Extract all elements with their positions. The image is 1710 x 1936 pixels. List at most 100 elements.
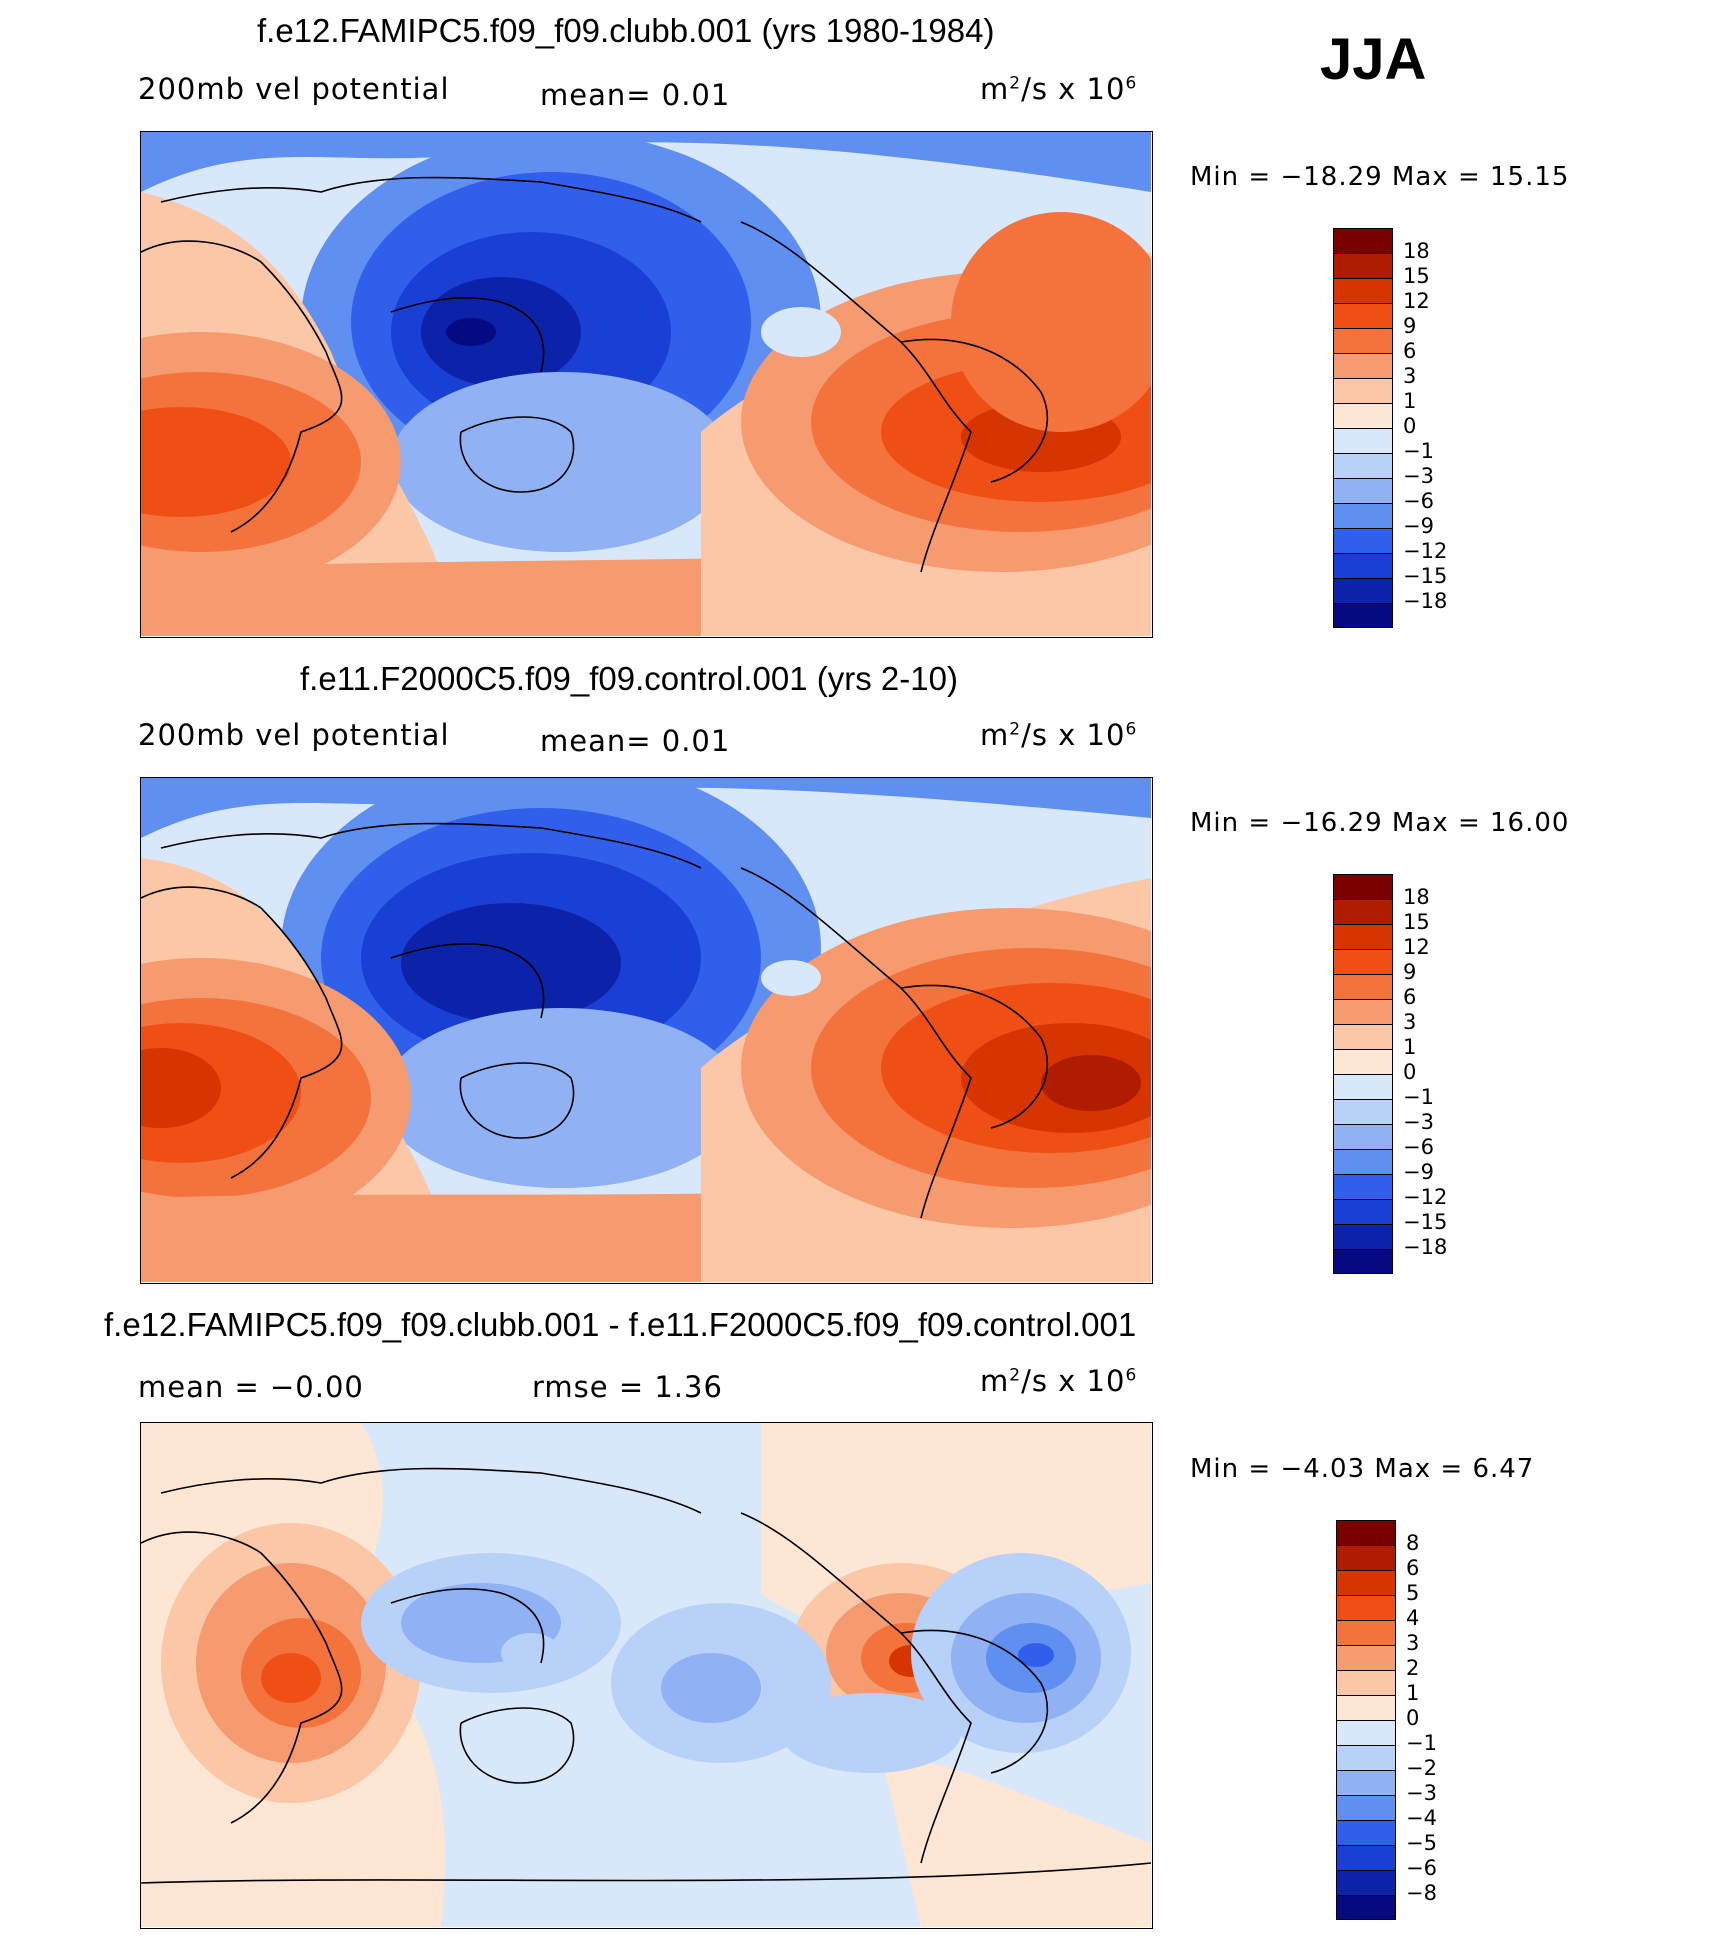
colorbar-tick-label: 6	[1403, 339, 1417, 363]
colorbar-swatch	[1336, 1620, 1396, 1645]
colorbar-tick-label: −9	[1403, 514, 1434, 538]
panel-3-minmax: Min = −4.03 Max = 6.47	[1190, 1454, 1535, 1484]
colorbar-tick-label: −12	[1403, 539, 1448, 563]
panel-2-units: m2/s x 106	[980, 718, 1138, 752]
panel-1-map	[140, 131, 1153, 638]
panel-1-colorbar: 18 15 12 9 6 3 1 0 −1 −3 −6 −9 −12 −15 −18	[1333, 228, 1447, 628]
colorbar-swatch	[1336, 1545, 1396, 1570]
colorbar-tick-label: 9	[1403, 960, 1417, 984]
panel-3-map	[140, 1422, 1153, 1929]
colorbar-tick-label: 12	[1403, 289, 1430, 313]
colorbar-swatch	[1336, 1795, 1396, 1820]
colorbar-tick-label: 1	[1403, 389, 1417, 413]
colorbar-tick-label: 3	[1406, 1631, 1420, 1655]
colorbar-swatch	[1333, 1024, 1393, 1049]
colorbar-tick-label: −12	[1403, 1185, 1448, 1209]
colorbar-swatch	[1333, 1224, 1393, 1249]
colorbar-swatch	[1333, 453, 1393, 478]
colorbar-swatch	[1333, 1249, 1393, 1274]
colorbar-swatch	[1336, 1720, 1396, 1745]
colorbar-swatch	[1333, 228, 1393, 253]
colorbar-swatch	[1336, 1770, 1396, 1795]
colorbar-tick-label: −3	[1403, 464, 1434, 488]
colorbar-swatch	[1336, 1695, 1396, 1720]
colorbar-swatch	[1333, 278, 1393, 303]
colorbar-tick-label: −3	[1403, 1110, 1434, 1134]
colorbar-tick-label: −4	[1406, 1806, 1437, 1830]
colorbar-tick-label: −6	[1406, 1856, 1437, 1880]
colorbar-swatch	[1333, 1174, 1393, 1199]
colorbar-tick-label: −1	[1403, 439, 1434, 463]
colorbar-tick-label: −1	[1406, 1731, 1437, 1755]
colorbar-tick-label: 8	[1406, 1531, 1420, 1555]
panel-2-title: f.e11.F2000C5.f09_f09.control.001 (yrs 2…	[300, 660, 958, 697]
colorbar-swatch	[1336, 1595, 1396, 1620]
colorbar-tick-label: 15	[1403, 264, 1430, 288]
colorbar-tick-label: −8	[1406, 1881, 1437, 1905]
panel-1-mean-label: mean= 0.01	[540, 78, 731, 112]
colorbar-tick-label: 18	[1403, 885, 1430, 909]
colorbar-swatch	[1333, 328, 1393, 353]
colorbar-swatch	[1333, 1049, 1393, 1074]
colorbar-swatch	[1333, 1099, 1393, 1124]
panel-1-variable-label: 200mb vel potential	[138, 72, 450, 106]
colorbar-tick-label: −6	[1403, 1135, 1434, 1159]
colorbar-swatch	[1333, 924, 1393, 949]
panel-2-mean-label: mean= 0.01	[540, 724, 731, 758]
colorbar-swatch	[1333, 999, 1393, 1024]
colorbar-tick-label: −18	[1403, 589, 1448, 613]
colorbar-tick-label: 9	[1403, 314, 1417, 338]
colorbar-tick-label: 1	[1406, 1681, 1420, 1705]
colorbar-tick-label: 3	[1403, 1010, 1417, 1034]
colorbar-tick-label: 0	[1403, 414, 1417, 438]
colorbar-swatch	[1333, 974, 1393, 999]
colorbar-swatch	[1336, 1845, 1396, 1870]
colorbar-swatch	[1336, 1745, 1396, 1770]
colorbar-swatch	[1333, 603, 1393, 628]
panel-3-units: m2/s x 106	[980, 1364, 1138, 1398]
colorbar-tick-label: 6	[1406, 1556, 1420, 1580]
colorbar-swatch	[1336, 1520, 1396, 1545]
panel-2-variable-label: 200mb vel potential	[138, 718, 450, 752]
colorbar-swatch	[1336, 1670, 1396, 1695]
colorbar-tick-label: −5	[1406, 1831, 1437, 1855]
colorbar-swatch	[1333, 949, 1393, 974]
colorbar-tick-label: 6	[1403, 985, 1417, 1009]
colorbar-swatch	[1333, 503, 1393, 528]
panel-3-title: f.e12.FAMIPC5.f09_f09.clubb.001 - f.e11.…	[104, 1306, 1137, 1343]
panel-3-rmse-label: rmse = 1.36	[532, 1370, 723, 1404]
colorbar-tick-label: −15	[1403, 564, 1448, 588]
panel-1-title: f.e12.FAMIPC5.f09_f09.clubb.001 (yrs 198…	[257, 12, 995, 49]
colorbar-tick-label: 18	[1403, 239, 1430, 263]
colorbar-tick-label: −3	[1406, 1781, 1437, 1805]
colorbar-tick-label: −9	[1403, 1160, 1434, 1184]
colorbar-tick-label: 5	[1406, 1581, 1420, 1605]
colorbar-tick-label: 3	[1403, 364, 1417, 388]
colorbar-tick-label: 12	[1403, 935, 1430, 959]
colorbar-swatch	[1333, 1074, 1393, 1099]
colorbar-swatch	[1333, 874, 1393, 899]
colorbar-tick-label: 1	[1403, 1035, 1417, 1059]
colorbar-swatch	[1333, 528, 1393, 553]
panel-3-colorbar: 8 6 5 4 3 2 1 0 −1 −2 −3 −4 −5 −6 −8	[1336, 1520, 1437, 1920]
panel-1-minmax: Min = −18.29 Max = 15.15	[1190, 162, 1570, 192]
colorbar-tick-label: −1	[1403, 1085, 1434, 1109]
colorbar-swatch	[1333, 899, 1393, 924]
colorbar-tick-label: 2	[1406, 1656, 1420, 1680]
colorbar-swatch	[1333, 1199, 1393, 1224]
colorbar-swatch	[1333, 428, 1393, 453]
colorbar-swatch	[1333, 353, 1393, 378]
colorbar-swatch	[1333, 553, 1393, 578]
colorbar-swatch	[1333, 578, 1393, 603]
colorbar-swatch	[1333, 1124, 1393, 1149]
colorbar-swatch	[1336, 1820, 1396, 1845]
colorbar-tick-label: 0	[1406, 1706, 1420, 1730]
panel-2-colorbar: 18 15 12 9 6 3 1 0 −1 −3 −6 −9 −12 −15 −18	[1333, 874, 1447, 1274]
panel-2-minmax: Min = −16.29 Max = 16.00	[1190, 808, 1570, 838]
colorbar-swatch	[1333, 1149, 1393, 1174]
colorbar-tick-label: −2	[1406, 1756, 1437, 1780]
panel-3-mean-label: mean = −0.00	[138, 1370, 364, 1404]
colorbar-swatch	[1336, 1645, 1396, 1670]
colorbar-tick-label: −15	[1403, 1210, 1448, 1234]
colorbar-tick-label: −18	[1403, 1235, 1448, 1259]
